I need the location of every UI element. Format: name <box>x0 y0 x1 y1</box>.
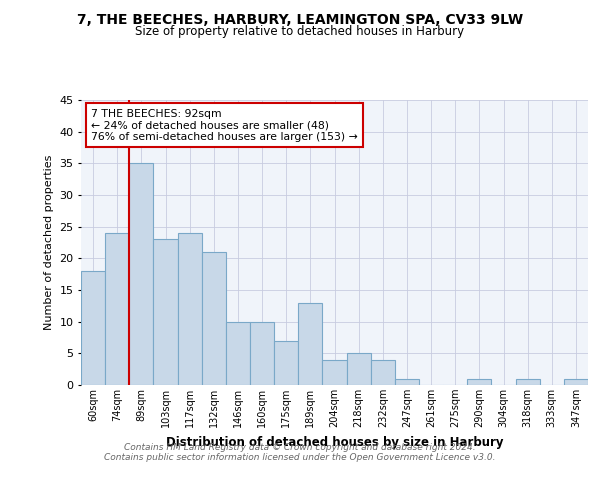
Bar <box>226 322 250 385</box>
Bar <box>129 164 154 385</box>
Bar <box>298 302 322 385</box>
Bar <box>322 360 347 385</box>
Text: Contains HM Land Registry data © Crown copyright and database right 2024.: Contains HM Land Registry data © Crown c… <box>124 442 476 452</box>
Bar <box>395 378 419 385</box>
Bar <box>250 322 274 385</box>
Text: Size of property relative to detached houses in Harbury: Size of property relative to detached ho… <box>136 25 464 38</box>
Bar <box>154 240 178 385</box>
Bar <box>371 360 395 385</box>
Bar <box>105 233 129 385</box>
Text: Contains public sector information licensed under the Open Government Licence v3: Contains public sector information licen… <box>104 452 496 462</box>
X-axis label: Distribution of detached houses by size in Harbury: Distribution of detached houses by size … <box>166 436 503 448</box>
Bar <box>178 233 202 385</box>
Bar <box>81 271 105 385</box>
Y-axis label: Number of detached properties: Number of detached properties <box>44 155 53 330</box>
Bar <box>515 378 540 385</box>
Bar <box>274 340 298 385</box>
Text: 7 THE BEECHES: 92sqm
← 24% of detached houses are smaller (48)
76% of semi-detac: 7 THE BEECHES: 92sqm ← 24% of detached h… <box>91 108 358 142</box>
Bar <box>467 378 491 385</box>
Text: 7, THE BEECHES, HARBURY, LEAMINGTON SPA, CV33 9LW: 7, THE BEECHES, HARBURY, LEAMINGTON SPA,… <box>77 12 523 26</box>
Bar <box>347 354 371 385</box>
Bar <box>564 378 588 385</box>
Bar <box>202 252 226 385</box>
